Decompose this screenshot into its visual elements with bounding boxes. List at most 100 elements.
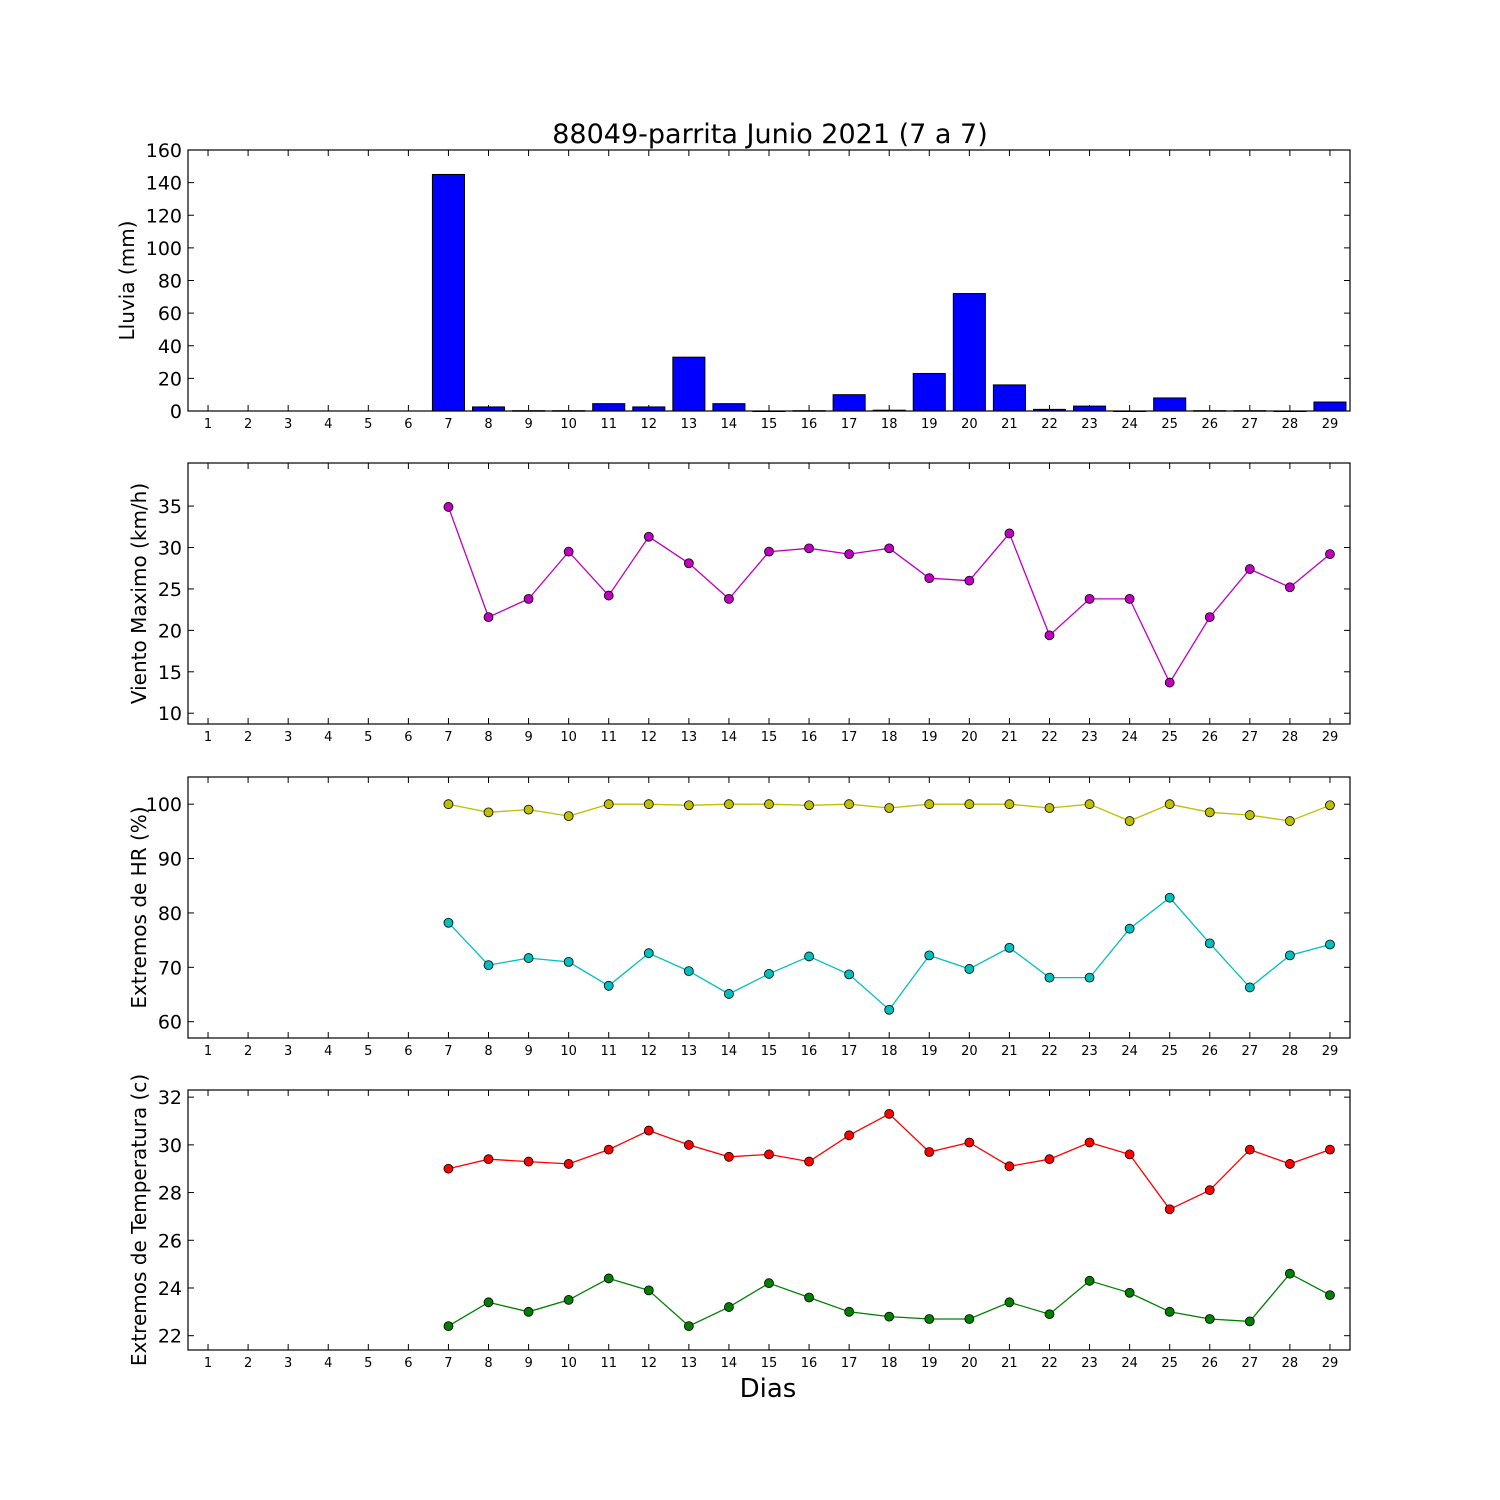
bar-day-29 [1313,401,1347,412]
bar-day-12 [632,406,666,412]
x-tick-label: 27 [1242,1356,1259,1371]
x-tick-label: 15 [761,417,778,432]
x-tick-label: 5 [364,1356,372,1371]
point-day-27 [1244,982,1255,993]
point-day-29 [1325,1144,1335,1155]
point-day-15 [764,1278,774,1289]
x-tick-label: 9 [524,417,532,432]
bar-day-20 [952,293,986,412]
x-tick-label: 5 [364,730,372,745]
x-tick-label: 20 [961,730,978,745]
x-tick-label: 25 [1161,417,1178,432]
point-day-11 [603,799,614,810]
y-tick-label: 22 [158,1326,182,1348]
x-tick-label: 14 [721,417,738,432]
point-day-24 [1124,1149,1135,1160]
x-tick-label: 4 [324,1044,332,1059]
point-day-29 [1325,1290,1335,1301]
point-day-23 [1084,799,1095,810]
point-day-22 [1044,630,1055,641]
x-tick-label: 11 [600,1044,617,1059]
point-day-29 [1325,549,1335,560]
x-tick-label: 26 [1201,1044,1218,1059]
x-tick-label: 8 [484,730,492,745]
point-day-27 [1244,564,1255,574]
x-tick-label: 24 [1121,417,1138,432]
x-tick-label: 3 [284,417,292,432]
x-tick-label: 21 [1001,1044,1018,1059]
point-day-23 [1084,972,1095,983]
x-tick-label: 15 [761,730,778,745]
x-tick-label: 4 [324,1356,332,1371]
point-day-12 [643,948,654,959]
point-day-21 [1004,799,1015,810]
x-tick-label: 3 [284,1356,292,1371]
x-tick-label: 8 [484,1356,492,1371]
y-tick-label: 30 [158,1135,182,1157]
point-day-20 [964,1314,975,1324]
x-tick-label: 3 [284,730,292,745]
point-day-19 [924,950,935,961]
x-tick-label: 17 [841,1044,858,1059]
point-day-19 [924,1147,935,1157]
x-tick-label: 8 [484,1044,492,1059]
x-tick-label: 10 [560,730,577,745]
x-tick-label: 22 [1041,417,1058,432]
x-tick-label: 20 [961,1356,978,1371]
point-day-17 [844,1306,855,1317]
point-day-10 [563,546,574,557]
point-day-15 [764,1149,774,1160]
x-tick-label: 23 [1081,1356,1098,1371]
point-day-20 [964,964,975,974]
x-tick-label: 21 [1001,1356,1018,1371]
point-day-16 [804,951,814,962]
point-day-11 [603,590,614,601]
x-tick-label: 6 [404,1356,412,1371]
point-day-13 [683,800,694,811]
x-tick-label: 26 [1201,730,1218,745]
point-day-11 [603,980,614,991]
x-tick-label: 3 [284,1044,292,1059]
x-tick-label: 25 [1161,730,1178,745]
y-tick-label: 120 [146,205,182,227]
point-day-10 [563,811,574,822]
y-tick-label: 70 [158,957,182,979]
x-tick-label: 19 [921,1356,938,1371]
x-tick-label: 11 [600,730,617,745]
point-day-8 [483,612,494,623]
point-day-9 [523,1156,534,1167]
x-tick-label: 26 [1201,417,1218,432]
x-tick-label: 27 [1242,730,1259,745]
point-day-25 [1164,1306,1175,1317]
x-tick-label: 10 [560,1044,577,1059]
x-axis-label: Dias [740,1374,797,1404]
x-tick-label: 16 [801,730,818,745]
chart-title: 88049-parrita Junio 2021 (7 a 7) [552,119,987,150]
x-tick-label: 18 [881,417,898,432]
point-day-15 [764,799,774,810]
y-tick-label: 100 [146,794,182,816]
point-day-26 [1204,612,1215,623]
x-tick-label: 12 [641,417,658,432]
point-day-24 [1124,593,1135,604]
y-tick-label: 20 [158,620,182,642]
bar-day-25 [1153,397,1187,412]
point-day-10 [563,956,574,967]
point-day-12 [643,1125,654,1136]
point-day-28 [1284,1268,1295,1279]
x-tick-label: 14 [721,1356,738,1371]
y-axis-label: Extremos de Temperatura (c) [127,1074,151,1366]
x-tick-label: 19 [921,730,938,745]
x-tick-label: 18 [881,1356,898,1371]
x-tick-label: 13 [681,1044,698,1059]
point-day-25 [1164,677,1175,688]
x-tick-label: 2 [244,417,252,432]
y-axis-label: Extremos de HR (%) [127,806,151,1008]
point-day-19 [924,799,935,810]
x-tick-label: 1 [204,730,212,745]
point-day-11 [603,1144,614,1155]
point-day-17 [844,969,855,980]
point-day-14 [724,799,734,810]
series-line-0 [448,1113,1331,1211]
